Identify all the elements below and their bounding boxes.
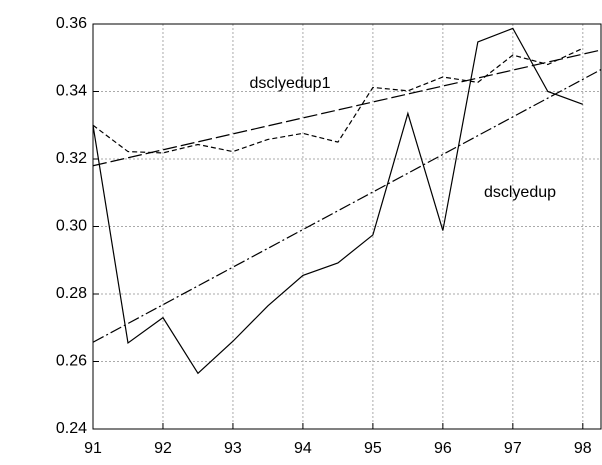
y-tick-label: 0.26 xyxy=(56,353,87,370)
x-tick-label: 92 xyxy=(154,440,172,457)
x-tick-label: 95 xyxy=(364,440,382,457)
y-tick-label: 0.34 xyxy=(56,83,87,100)
plot-frame xyxy=(92,23,602,430)
x-tick-label: 96 xyxy=(434,440,452,457)
x-tick-label: 97 xyxy=(504,440,522,457)
y-tick-label: 0.36 xyxy=(56,15,87,32)
line-series xyxy=(92,49,602,167)
series-label: dsclyedup xyxy=(484,184,556,201)
line-series xyxy=(92,27,584,375)
y-tick-label: 0.24 xyxy=(56,420,87,437)
x-tick-label: 94 xyxy=(294,440,312,457)
y-tick-label: 0.30 xyxy=(56,218,87,235)
x-tick-label: 91 xyxy=(84,440,102,457)
y-tick-label: 0.28 xyxy=(56,285,87,302)
line-series xyxy=(92,69,602,343)
line-series xyxy=(92,47,584,154)
x-tick-label: 98 xyxy=(574,440,592,457)
series-label: dsclyedup1 xyxy=(250,75,331,92)
x-tick-label: 93 xyxy=(224,440,242,457)
y-tick-label: 0.32 xyxy=(56,150,87,167)
